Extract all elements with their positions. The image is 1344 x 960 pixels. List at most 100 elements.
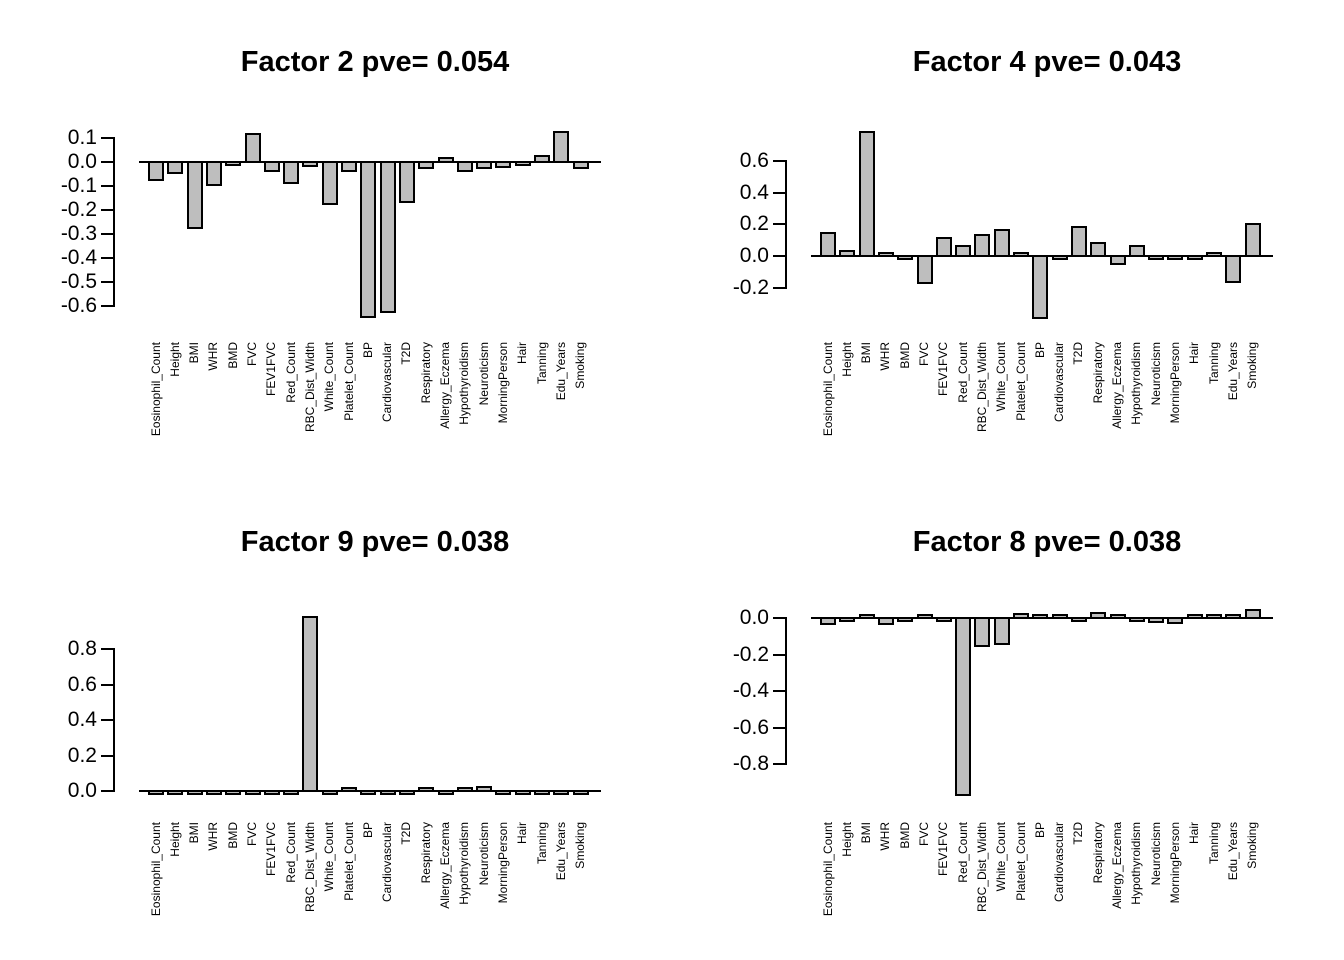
chart-panel-factor-2: Factor 2 pve= 0.054 0.1 0.0 -0.1 -0.2 -0.3 -0… <box>0 0 672 480</box>
y-tick-label: -0.2 <box>732 643 769 666</box>
bar-Smoking <box>1245 223 1261 257</box>
x-axis-label-Smoking: Smoking <box>1245 822 1259 869</box>
x-axis-label-White_Count: White_Count <box>994 342 1008 412</box>
x-axis-label-Respiratory: Respiratory <box>419 342 433 404</box>
x-axis-label-BP: BP <box>1033 342 1047 359</box>
x-axis-label-Platelet_Count: Platelet_Count <box>342 822 356 901</box>
y-tick-label: 0.1 <box>67 126 97 149</box>
x-axis-label-Smoking: Smoking <box>573 822 587 869</box>
y-tick-label: 0.6 <box>739 149 769 172</box>
y-axis-tick <box>101 161 113 163</box>
y-tick-label: 0.0 <box>739 244 769 267</box>
x-axis-label-Edu_Years: Edu_Years <box>554 342 568 401</box>
chart-title: Factor 8 pve= 0.038 <box>912 526 1182 558</box>
x-axis-label-FVC: FVC <box>917 822 931 846</box>
y-tick-label: -0.8 <box>732 752 769 775</box>
x-axis-label-Height: Height <box>168 822 182 857</box>
bar-BMI <box>187 161 203 229</box>
x-axis-label-BP: BP <box>361 342 375 359</box>
x-axis-label-Height: Height <box>168 342 182 377</box>
x-axis-label-BMD: BMD <box>226 822 240 849</box>
y-axis-tick <box>773 727 785 729</box>
x-axis-label-MorningPerson: MorningPerson <box>496 342 510 424</box>
x-axis-label-FVC: FVC <box>245 822 259 846</box>
y-axis-tick <box>773 192 785 194</box>
x-axis-label-Respiratory: Respiratory <box>1091 822 1105 884</box>
bar-Eosinophil_Count <box>820 232 836 257</box>
x-axis-label-Edu_Years: Edu_Years <box>554 822 568 881</box>
y-tick-label: 0.8 <box>67 637 97 660</box>
y-tick-label: 0.4 <box>67 708 97 731</box>
x-axis-label-BMD: BMD <box>898 822 912 849</box>
x-axis-label-T2D: T2D <box>399 822 413 845</box>
x-axis-label-BP: BP <box>1033 822 1047 839</box>
x-axis-label-WHR: WHR <box>206 342 220 371</box>
bar-Edu_Years <box>1225 255 1241 283</box>
x-axis-label-T2D: T2D <box>399 342 413 365</box>
x-axis-label-Tanning: Tanning <box>535 342 549 385</box>
y-tick-label: -0.6 <box>60 294 97 317</box>
y-tick-label: -0.2 <box>60 198 97 221</box>
chart-title: Factor 2 pve= 0.054 <box>240 46 510 78</box>
x-axis-label-Red_Count: Red_Count <box>284 822 298 883</box>
y-tick-label: -0.2 <box>732 276 769 299</box>
x-axis-label-Red_Count: Red_Count <box>956 822 970 883</box>
x-axis-label-Edu_Years: Edu_Years <box>1226 342 1240 401</box>
x-axis-label-WHR: WHR <box>206 822 220 851</box>
x-axis-label-FEV1FVC: FEV1FVC <box>264 342 278 397</box>
bar-BP <box>1032 255 1048 319</box>
bar-White_Count <box>994 617 1010 645</box>
x-axis-label-BMI: BMI <box>187 342 201 364</box>
bar-FVC <box>917 255 933 284</box>
zero-baseline <box>811 255 1273 257</box>
x-axis-label-Allergy_Eczema: Allergy_Eczema <box>438 342 452 429</box>
y-axis-tick <box>101 281 113 283</box>
x-axis-label-Allergy_Eczema: Allergy_Eczema <box>1110 342 1124 429</box>
bar-BMI <box>859 131 875 257</box>
y-axis-tick <box>773 763 785 765</box>
x-axis-label-WHR: WHR <box>878 342 892 371</box>
x-axis-label-Smoking: Smoking <box>1245 342 1259 389</box>
bar-FEV1FVC <box>936 237 952 257</box>
x-axis-label-FEV1FVC: FEV1FVC <box>264 822 278 877</box>
x-axis-label-Hair: Hair <box>515 342 529 365</box>
y-axis-tick <box>773 617 785 619</box>
x-axis-label-Platelet_Count: Platelet_Count <box>1014 822 1028 901</box>
y-axis-tick <box>101 648 113 650</box>
x-axis-label-BMI: BMI <box>187 822 201 844</box>
y-axis-tick <box>773 287 785 289</box>
x-axis-label-Hair: Hair <box>1187 342 1201 365</box>
y-tick-label: -0.4 <box>732 679 769 702</box>
bar-RBC_Dist_Width <box>974 234 990 257</box>
x-axis-label-Tanning: Tanning <box>535 822 549 865</box>
x-axis-label-RBC_Dist_Width: RBC_Dist_Width <box>303 342 317 433</box>
bar-RBC_Dist_Width <box>302 616 318 792</box>
bar-Red_Count <box>283 161 299 184</box>
x-axis-label-BMI: BMI <box>859 342 873 364</box>
y-axis-tick <box>773 690 785 692</box>
y-axis-tick <box>773 160 785 162</box>
zero-baseline <box>139 161 601 163</box>
y-axis-tick <box>101 719 113 721</box>
y-tick-label: 0.0 <box>739 606 769 629</box>
y-tick-label: -0.6 <box>732 716 769 739</box>
chart-panel-factor-4: Factor 4 pve= 0.043 0.6 0.4 0.2 0.0 -0.2 Eosi… <box>672 0 1344 480</box>
bar-BP <box>360 161 376 318</box>
x-axis-label-Allergy_Eczema: Allergy_Eczema <box>1110 822 1124 909</box>
y-axis-tick <box>773 654 785 656</box>
x-axis-label-Edu_Years: Edu_Years <box>1226 822 1240 881</box>
x-axis-label-Cardiovascular: Cardiovascular <box>380 822 394 903</box>
x-axis-label-BMD: BMD <box>898 342 912 369</box>
x-axis-label-Neuroticism: Neuroticism <box>1149 342 1163 406</box>
x-axis-label-MorningPerson: MorningPerson <box>496 822 510 904</box>
x-axis-label-White_Count: White_Count <box>994 822 1008 892</box>
x-axis-label-Eosinophil_Count: Eosinophil_Count <box>821 342 835 437</box>
y-axis-line <box>785 617 787 765</box>
y-axis-tick <box>101 305 113 307</box>
x-axis-label-Tanning: Tanning <box>1207 822 1221 865</box>
x-axis-label-Height: Height <box>840 822 854 857</box>
x-axis-label-Neuroticism: Neuroticism <box>477 822 491 886</box>
y-axis-tick <box>101 209 113 211</box>
chart-title: Factor 9 pve= 0.038 <box>240 526 510 558</box>
